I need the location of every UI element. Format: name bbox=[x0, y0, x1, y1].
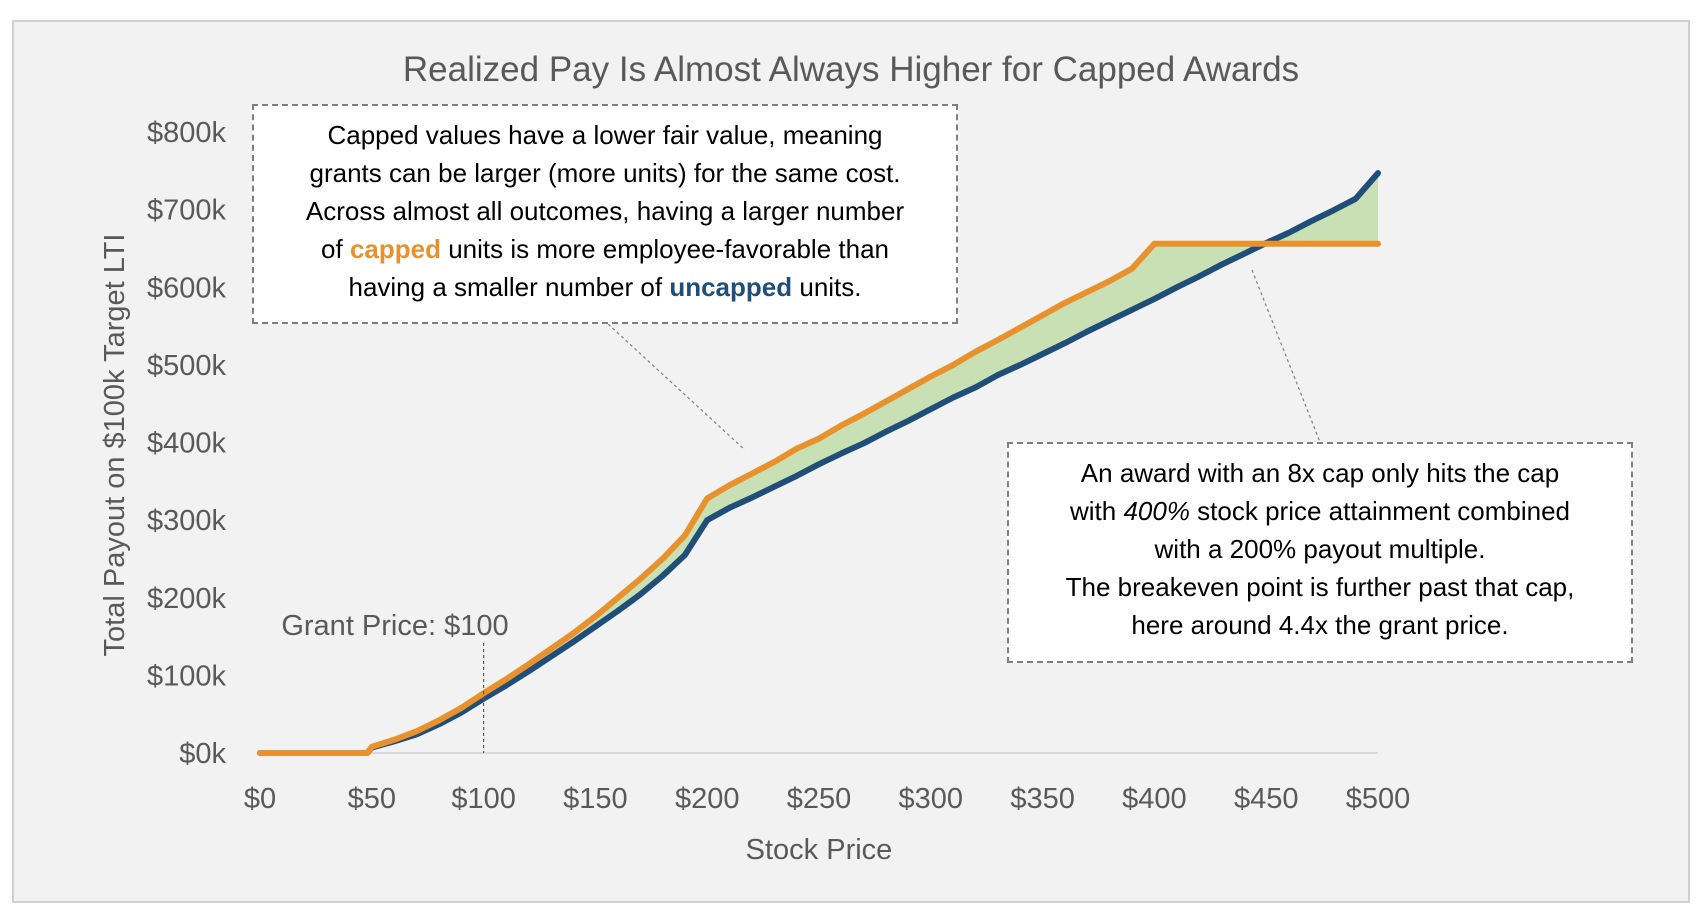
y-tick-label: $500k bbox=[147, 350, 227, 382]
note-text: having a smaller number of bbox=[348, 272, 663, 302]
y-axis-label: Total Payout on $100k Target LTI bbox=[99, 234, 131, 657]
note-text: of bbox=[321, 234, 343, 264]
y-axis-ticks: $0k $100k $200k $300k $400k $500k $600k $700k $8… bbox=[147, 117, 227, 770]
note-line: with 400% stock price attainment combine… bbox=[1023, 492, 1617, 530]
x-tick-label: $200 bbox=[675, 783, 740, 815]
series-lines bbox=[257, 170, 1381, 756]
emphasis-text: 400% bbox=[1123, 496, 1190, 526]
note-text: with bbox=[1069, 496, 1117, 526]
capped-keyword: capped bbox=[349, 234, 441, 264]
capped-value-note: Capped values have a lower fair value, m… bbox=[252, 104, 958, 324]
uncapped-series-line bbox=[257, 170, 1381, 756]
x-tick-label: $350 bbox=[1010, 783, 1075, 815]
note-line: having a smaller number of uncapped unit… bbox=[268, 268, 942, 306]
x-tick-label: $250 bbox=[787, 783, 852, 815]
x-axis-ticks: $0 $50 $100 $150 $200 $250 $300 $350 $400 $450 $50… bbox=[244, 783, 1410, 815]
x-tick-label: $450 bbox=[1234, 783, 1299, 815]
x-tick-label: $150 bbox=[563, 783, 628, 815]
y-tick-label: $600k bbox=[147, 272, 227, 304]
note-line: of capped units is more employee-favorab… bbox=[268, 230, 942, 268]
capped-series-line bbox=[257, 240, 1381, 756]
y-tick-label: $300k bbox=[147, 505, 227, 537]
note-line: with a 200% payout multiple. bbox=[1154, 534, 1486, 564]
chart-title: Realized Pay Is Almost Always Higher for… bbox=[403, 50, 1299, 89]
left-note-leader-line bbox=[607, 323, 746, 451]
note-line: An award with an 8x cap only hits the ca… bbox=[1080, 458, 1560, 488]
note-line: Capped values have a lower fair value, m… bbox=[327, 120, 883, 150]
x-tick-label: $100 bbox=[451, 783, 516, 815]
y-tick-label: $0k bbox=[179, 738, 226, 770]
note-text: units is more employee-favorable than bbox=[448, 234, 889, 264]
note-text: stock price attainment combined bbox=[1197, 496, 1571, 526]
note-line: Across almost all outcomes, having a lar… bbox=[305, 196, 905, 226]
breakeven-note: An award with an 8x cap only hits the ca… bbox=[1007, 442, 1633, 663]
y-tick-label: $700k bbox=[147, 195, 227, 227]
x-tick-label: $0 bbox=[244, 783, 276, 815]
y-tick-label: $400k bbox=[147, 428, 227, 460]
note-line: The breakeven point is further past that… bbox=[1065, 572, 1575, 602]
uncapped-keyword: uncapped bbox=[669, 272, 793, 302]
note-line: grants can be larger (more units) for th… bbox=[309, 158, 901, 188]
note-line: here around 4.4x the grant price. bbox=[1131, 610, 1509, 640]
x-tick-label: $500 bbox=[1346, 783, 1411, 815]
x-tick-label: $300 bbox=[899, 783, 964, 815]
y-tick-label: $200k bbox=[147, 583, 227, 615]
x-tick-label: $400 bbox=[1122, 783, 1187, 815]
x-axis-label: Stock Price bbox=[746, 834, 893, 866]
right-note-leader-line bbox=[1251, 269, 1321, 443]
y-tick-label: $800k bbox=[147, 117, 227, 149]
grant-price-label: Grant Price: $100 bbox=[281, 610, 508, 642]
x-tick-label: $50 bbox=[348, 783, 396, 815]
note-text: units. bbox=[799, 272, 862, 302]
y-tick-label: $100k bbox=[147, 660, 227, 692]
